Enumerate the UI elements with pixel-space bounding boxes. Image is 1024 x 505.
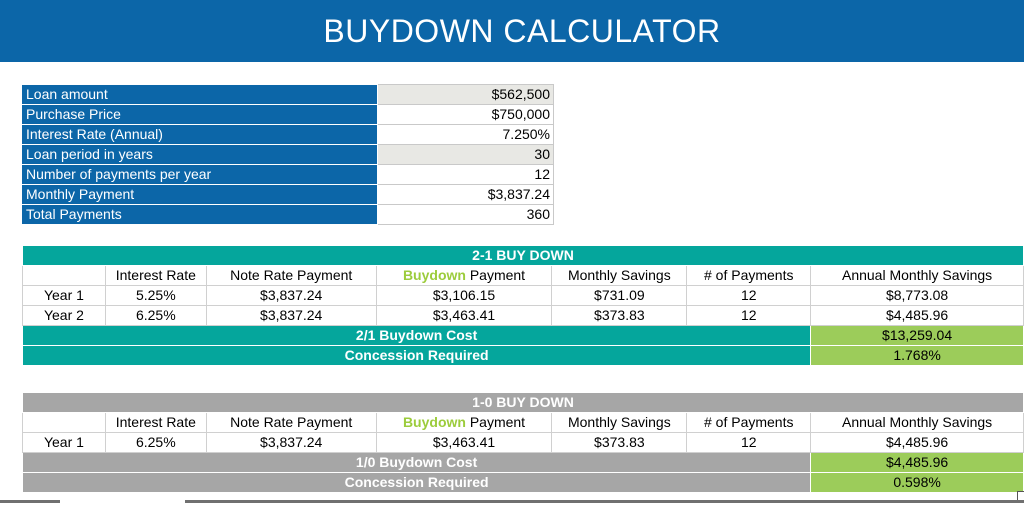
buydown-cost-label: 1/0 Buydown Cost xyxy=(21,452,812,473)
monthly-savings-header: Monthly Savings xyxy=(551,412,688,433)
year-cell: Year 2 xyxy=(22,305,106,326)
loan-row: Interest Rate (Annual) 7.250% xyxy=(22,124,554,145)
monthly-payment-value[interactable]: $3,837.24 xyxy=(377,184,554,205)
buydown-10-table: 1-0 BUY DOWN Interest Rate Note Rate Pay… xyxy=(21,392,1024,493)
payments-per-year-label: Number of payments per year xyxy=(22,164,378,185)
buydown-21-table: 2-1 BUY DOWN Interest Rate Note Rate Pay… xyxy=(21,245,1024,366)
monthly-payment-label: Monthly Payment xyxy=(22,184,378,205)
loan-amount-value[interactable]: $562,500 xyxy=(377,84,554,105)
loan-row: Loan period in years 30 xyxy=(22,144,554,165)
loan-amount-label: Loan amount xyxy=(22,84,378,105)
concession-label: Concession Required xyxy=(21,472,812,493)
year-header-empty xyxy=(22,412,106,433)
loan-period-label: Loan period in years xyxy=(22,144,378,165)
rate-cell[interactable]: 6.25% xyxy=(104,432,207,453)
total-payments-value[interactable]: 360 xyxy=(377,204,554,225)
payment-word: Payment xyxy=(465,267,526,283)
interest-rate-header: Interest Rate xyxy=(104,265,207,286)
interest-rate-value[interactable]: 7.250% xyxy=(377,124,554,145)
year-header-empty xyxy=(22,265,106,286)
loan-inputs-table: Loan amount $562,500 Purchase Price $750… xyxy=(22,84,554,225)
buydown-payment-header: Buydown Payment xyxy=(375,412,553,433)
loan-row: Purchase Price $750,000 xyxy=(22,104,554,125)
note-payment-cell: $3,837.24 xyxy=(205,305,377,326)
buydown-cost-label: 2/1 Buydown Cost xyxy=(21,325,812,346)
interest-rate-header: Interest Rate xyxy=(104,412,207,433)
loan-row: Loan amount $562,500 xyxy=(22,84,554,105)
section-title: 2-1 BUY DOWN xyxy=(22,245,1024,266)
monthly-savings-cell: $373.83 xyxy=(551,432,688,453)
interest-rate-label: Interest Rate (Annual) xyxy=(22,124,378,145)
buydown-payment-cell: $3,463.41 xyxy=(375,432,553,453)
note-rate-payment-header: Note Rate Payment xyxy=(205,412,377,433)
cost-row: 1/0 Buydown Cost $4,485.96 xyxy=(21,452,1024,473)
buydown-word: Buydown xyxy=(402,267,466,283)
payment-word: Payment xyxy=(465,414,526,430)
section-header-row: 2-1 BUY DOWN xyxy=(22,245,1024,266)
loan-period-value[interactable]: 30 xyxy=(377,144,554,165)
annual-monthly-savings-header: Annual Monthly Savings xyxy=(810,265,1024,286)
title-bar: BUYDOWN CALCULATOR xyxy=(0,0,1024,62)
loan-row: Monthly Payment $3,837.24 xyxy=(22,184,554,205)
num-payments-header: # of Payments xyxy=(686,265,812,286)
buydown-cost-value: $13,259.04 xyxy=(810,325,1024,346)
table-row: Year 1 6.25% $3,837.24 $3,463.41 $373.83… xyxy=(22,432,1024,453)
section-header-row: 1-0 BUY DOWN xyxy=(22,392,1024,413)
cost-row: 2/1 Buydown Cost $13,259.04 xyxy=(21,325,1024,346)
num-payments-header: # of Payments xyxy=(686,412,812,433)
sheet-divider xyxy=(0,500,60,503)
num-payments-cell: 12 xyxy=(686,432,812,453)
buydown-word: Buydown xyxy=(402,414,466,430)
annual-monthly-savings-header: Annual Monthly Savings xyxy=(810,412,1024,433)
note-rate-payment-header: Note Rate Payment xyxy=(205,265,377,286)
section-title: 1-0 BUY DOWN xyxy=(22,392,1024,413)
concession-label: Concession Required xyxy=(21,345,812,366)
monthly-savings-cell: $731.09 xyxy=(551,285,688,306)
loan-row: Total Payments 360 xyxy=(22,204,554,225)
buydown-payment-cell: $3,463.41 xyxy=(375,305,553,326)
monthly-savings-header: Monthly Savings xyxy=(551,265,688,286)
buydown-cost-value: $4,485.96 xyxy=(810,452,1024,473)
column-header-row: Interest Rate Note Rate Payment Buydown … xyxy=(22,412,1024,433)
annual-savings-cell: $4,485.96 xyxy=(810,305,1024,326)
year-cell: Year 1 xyxy=(22,285,106,306)
concession-row: Concession Required 1.768% xyxy=(21,345,1024,366)
annual-savings-cell: $4,485.96 xyxy=(810,432,1024,453)
payments-per-year-value[interactable]: 12 xyxy=(377,164,554,185)
table-row: Year 1 5.25% $3,837.24 $3,106.15 $731.09… xyxy=(22,285,1024,306)
buydown-payment-header: Buydown Payment xyxy=(375,265,553,286)
note-payment-cell: $3,837.24 xyxy=(205,285,377,306)
num-payments-cell: 12 xyxy=(686,305,812,326)
table-row: Year 2 6.25% $3,837.24 $3,463.41 $373.83… xyxy=(22,305,1024,326)
resize-handle[interactable] xyxy=(1017,491,1024,500)
column-header-row: Interest Rate Note Rate Payment Buydown … xyxy=(22,265,1024,286)
buydown-payment-cell: $3,106.15 xyxy=(375,285,553,306)
page-title: BUYDOWN CALCULATOR xyxy=(323,12,721,49)
sheet-divider xyxy=(185,500,1024,503)
note-payment-cell: $3,837.24 xyxy=(205,432,377,453)
rate-cell[interactable]: 5.25% xyxy=(104,285,207,306)
num-payments-cell: 12 xyxy=(686,285,812,306)
annual-savings-cell: $8,773.08 xyxy=(810,285,1024,306)
purchase-price-label: Purchase Price xyxy=(22,104,378,125)
concession-value: 1.768% xyxy=(810,345,1024,366)
purchase-price-value[interactable]: $750,000 xyxy=(377,104,554,125)
year-cell: Year 1 xyxy=(22,432,106,453)
rate-cell[interactable]: 6.25% xyxy=(104,305,207,326)
loan-row: Number of payments per year 12 xyxy=(22,164,554,185)
concession-value: 0.598% xyxy=(810,472,1024,493)
total-payments-label: Total Payments xyxy=(22,204,378,225)
monthly-savings-cell: $373.83 xyxy=(551,305,688,326)
concession-row: Concession Required 0.598% xyxy=(21,472,1024,493)
